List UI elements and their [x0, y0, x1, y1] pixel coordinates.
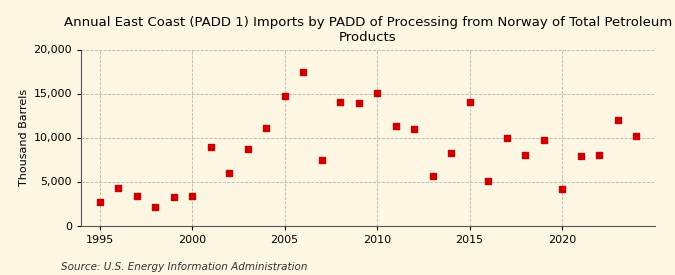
Point: [483, 178, 493, 183]
Point: [372, 90, 383, 95]
Point: [168, 195, 179, 200]
Y-axis label: Thousand Barrels: Thousand Barrels: [19, 89, 29, 186]
Point: [279, 94, 290, 98]
Point: [353, 101, 364, 105]
Point: [150, 205, 161, 209]
Point: [94, 200, 105, 204]
Point: [520, 153, 531, 157]
Point: [390, 124, 401, 128]
Point: [113, 185, 124, 190]
Point: [316, 158, 327, 163]
Point: [131, 194, 142, 199]
Point: [446, 151, 456, 156]
Point: [242, 147, 253, 151]
Point: [205, 145, 216, 149]
Point: [223, 170, 234, 175]
Point: [409, 126, 420, 131]
Point: [538, 138, 549, 142]
Point: [502, 136, 512, 141]
Point: [594, 153, 605, 157]
Point: [557, 187, 568, 192]
Point: [187, 193, 198, 198]
Point: [631, 134, 642, 138]
Point: [427, 174, 438, 178]
Point: [464, 100, 475, 104]
Point: [612, 118, 623, 122]
Point: [261, 126, 271, 130]
Text: Source: U.S. Energy Information Administration: Source: U.S. Energy Information Administ…: [61, 262, 307, 272]
Point: [298, 70, 308, 75]
Title: Annual East Coast (PADD 1) Imports by PADD of Processing from Norway of Total Pe: Annual East Coast (PADD 1) Imports by PA…: [63, 16, 672, 44]
Point: [575, 154, 586, 158]
Point: [335, 100, 346, 104]
